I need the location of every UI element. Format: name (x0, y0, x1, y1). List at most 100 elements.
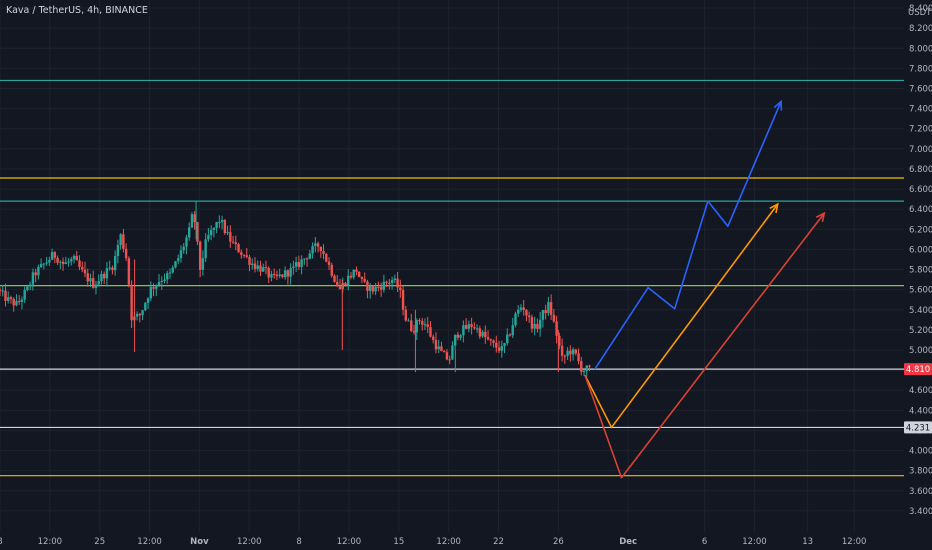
candle-body (283, 270, 287, 278)
candle-body (336, 281, 339, 287)
time-tick-label: 12:00 (337, 537, 362, 547)
candle-body (390, 280, 394, 283)
candle-body (462, 325, 465, 336)
candle-body (423, 324, 427, 326)
candle-body (207, 235, 210, 240)
candle-body (585, 365, 588, 372)
candle-body (426, 324, 429, 328)
candle-body (560, 345, 564, 356)
candle-body (97, 281, 100, 285)
candle-body (552, 314, 556, 322)
candle-body (489, 339, 493, 341)
price-tick-label: 5.600 (909, 286, 932, 296)
candle-body (259, 265, 262, 272)
price-tick-label: 7.600 (909, 84, 932, 94)
time-axis[interactable]: 8 12:00 25 12:00 Nov 12:00 8 12:00 15 12:00 22 26 De… (0, 537, 866, 547)
time-tick-label: 8 (0, 537, 3, 547)
candle-body (198, 241, 202, 270)
candle-body (486, 337, 490, 340)
projection-arrows[interactable] (584, 99, 826, 479)
price-tick-label: 5.400 (909, 306, 932, 316)
candle-body (267, 267, 270, 278)
candle-body (481, 331, 484, 337)
projection-path[interactable] (594, 101, 782, 370)
grid (0, 0, 904, 532)
candle-body (53, 252, 57, 258)
candle-body (470, 324, 473, 328)
price-badges: 4.810 4.231 (904, 363, 932, 434)
projection-path[interactable] (584, 203, 779, 429)
candle-body (155, 285, 158, 289)
time-tick-label: 8 (296, 537, 301, 547)
price-tick-label: 6.800 (909, 165, 932, 175)
candle-body (15, 300, 18, 306)
candle-body (577, 353, 580, 362)
candle-body (401, 290, 405, 310)
price-axis[interactable]: 8.400 8.200 8.000 7.800 7.600 7.400 7.200 7.000… (909, 4, 932, 517)
candle-body (138, 313, 142, 316)
candle-body (81, 267, 84, 270)
candle-body (500, 346, 503, 351)
candle-body (248, 256, 251, 265)
candle-body (23, 290, 26, 300)
candle-body (421, 321, 424, 325)
candle-body (305, 258, 309, 260)
candle-body (451, 345, 454, 360)
candle-body (149, 287, 153, 299)
candle-body (503, 343, 506, 347)
candle-body (300, 259, 303, 267)
candle-body (275, 274, 279, 276)
time-tick-label: 25 (94, 537, 105, 547)
candle-body (39, 264, 43, 268)
candle-body (281, 274, 284, 278)
candle-body (484, 331, 487, 338)
price-tick-label: 3.400 (909, 507, 932, 517)
price-tick-label: 7.400 (909, 105, 932, 115)
candle-body (130, 284, 133, 321)
candle-body (473, 327, 476, 329)
candle-body (549, 302, 553, 315)
candle-body (163, 279, 166, 282)
candle-body (344, 283, 347, 286)
candle-body (146, 298, 150, 303)
candle-body (407, 320, 410, 322)
candle-body (7, 297, 10, 301)
candle-body (92, 278, 95, 288)
candle-body (338, 286, 342, 290)
candle-body (467, 324, 471, 329)
candle-body (20, 299, 24, 302)
chart-title: Kava / TetherUS, 4h, BINANCE (6, 5, 148, 16)
candle-body (193, 214, 196, 223)
candle-body (538, 319, 542, 329)
candle-body (59, 261, 62, 263)
time-tick-label: 15 (393, 537, 404, 547)
candle-body (31, 272, 35, 285)
candle-body (264, 267, 268, 269)
price-tick-label: 6.000 (909, 245, 932, 255)
candle-body (42, 263, 46, 265)
candle-body (360, 276, 364, 279)
candle-body (251, 263, 254, 265)
candle-body (226, 232, 229, 234)
price-tick-label: 5.800 (909, 266, 932, 276)
price-tick-label: 7.200 (909, 125, 932, 135)
candle-body (399, 287, 402, 291)
candle-body (368, 285, 372, 291)
candle-body (152, 287, 155, 289)
candle-body (45, 262, 48, 264)
projection-path[interactable] (584, 212, 825, 479)
candle-body (497, 347, 501, 351)
price-badge-label: 4.231 (906, 423, 930, 433)
candle-body (174, 261, 177, 268)
candle-body (122, 234, 125, 249)
candle-body (297, 262, 301, 267)
candle-body (442, 351, 446, 353)
candle-body (278, 274, 281, 276)
time-tick-label: Nov (190, 537, 209, 547)
price-tick-label: 4.600 (909, 386, 932, 396)
candle-body (237, 243, 240, 253)
candle-body (555, 321, 558, 336)
